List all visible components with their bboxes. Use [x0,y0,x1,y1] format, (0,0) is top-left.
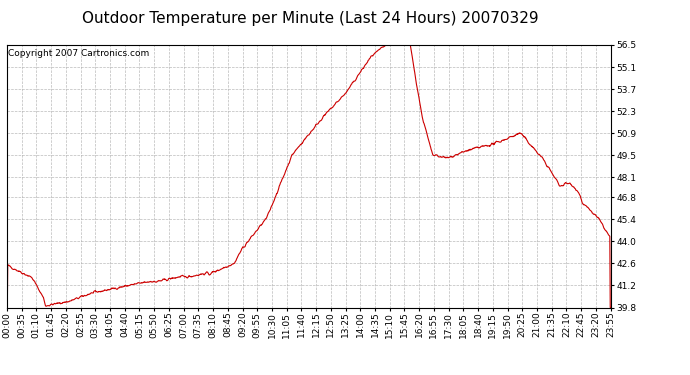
Text: Copyright 2007 Cartronics.com: Copyright 2007 Cartronics.com [8,49,149,58]
Text: Outdoor Temperature per Minute (Last 24 Hours) 20070329: Outdoor Temperature per Minute (Last 24 … [82,11,539,26]
